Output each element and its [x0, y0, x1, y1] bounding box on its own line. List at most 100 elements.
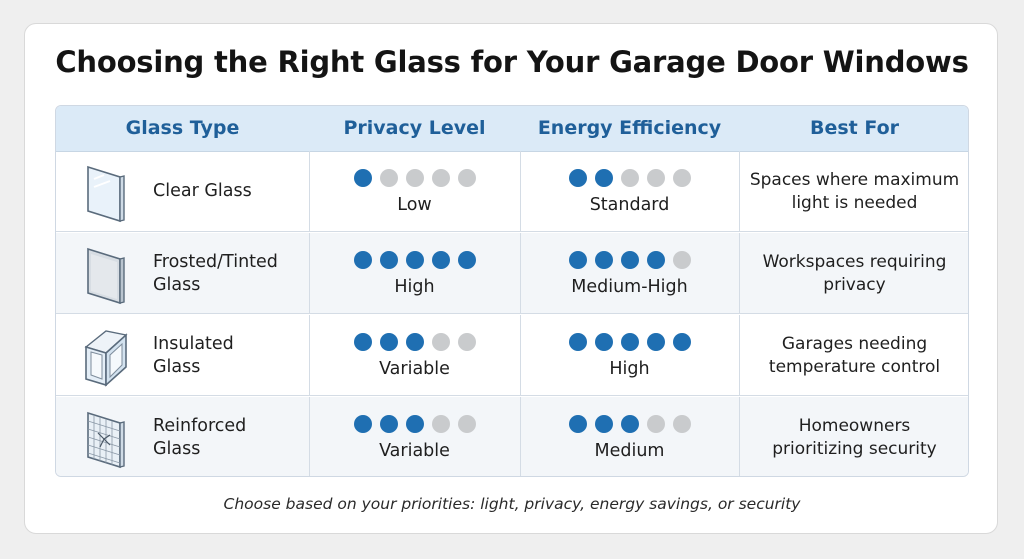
energy-label: Standard [589, 195, 670, 215]
rating-dot-empty [457, 169, 476, 187]
reinforced-glass-icon [87, 411, 125, 469]
best-for-cell: Workspaces requiring privacy [739, 233, 968, 314]
rating-dot-filled [672, 333, 691, 351]
rating-dot-empty [405, 169, 424, 187]
rating-dot-filled [646, 333, 665, 351]
rating-dot-filled [405, 251, 424, 269]
glass-type-cell: Reinforced Glass [56, 397, 309, 476]
privacy-rating-cell: Low [309, 151, 520, 232]
best-for-line: Spaces where maximum [749, 169, 960, 190]
insulated-glass-icon [84, 330, 128, 387]
rating-dot-filled [646, 251, 665, 269]
glass-type-name: Frosted/Tinted Glass [153, 251, 278, 295]
best-for-line: Garages needing [781, 333, 928, 354]
clear-glass-icon [87, 165, 125, 223]
rating-dot-filled [431, 251, 450, 269]
rating-dot-filled [353, 333, 372, 351]
rating-dot-empty [431, 333, 450, 351]
frosted-glass-icon [87, 247, 125, 305]
glass-type-name: Clear Glass [153, 181, 252, 201]
rating-dot-empty [646, 415, 665, 433]
energy-label: Medium [594, 441, 665, 461]
privacy-rating-cell: Variable [309, 315, 520, 396]
energy-label: High [609, 359, 650, 379]
header-best-for: Best For [809, 117, 899, 139]
best-for-cell: Homeowners prioritizing security [739, 397, 968, 476]
header-glass-type: Glass Type [125, 117, 240, 139]
best-for-cell: Garages needing temperature control [739, 315, 968, 396]
energy-rating-dots [520, 169, 739, 187]
energy-rating-cell: Medium [520, 397, 739, 476]
rating-dot-filled [568, 251, 587, 269]
energy-rating-cell: Medium-High [520, 233, 739, 314]
privacy-label: Low [397, 195, 432, 215]
privacy-rating-cell: Variable [309, 397, 520, 476]
rating-dot-empty [672, 169, 691, 187]
table-row: Frosted/Tinted Glass High Medium-High Wor… [56, 233, 968, 314]
privacy-rating-cell: High [309, 233, 520, 314]
glass-type-cell: Insulated Glass [56, 315, 309, 396]
rating-dot-empty [431, 415, 450, 433]
energy-rating-cell: Standard [520, 151, 739, 232]
glass-type-name: Reinforced Glass [153, 415, 247, 459]
energy-rating-dots [520, 251, 739, 269]
rating-dot-filled [594, 169, 613, 187]
energy-rating-cell: High [520, 315, 739, 396]
privacy-label: Variable [379, 441, 450, 461]
rating-dot-filled [594, 415, 613, 433]
rating-dot-filled [353, 251, 372, 269]
rating-dot-filled [620, 251, 639, 269]
rating-dot-filled [457, 251, 476, 269]
table-header: Glass Type Privacy Level Energy Efficien… [56, 106, 968, 152]
table-row: Insulated Glass Variable High Garages nee… [56, 315, 968, 396]
rating-dot-filled [353, 415, 372, 433]
rating-dot-filled [405, 333, 424, 351]
energy-label: Medium-High [571, 277, 688, 297]
rating-dot-empty [457, 333, 476, 351]
rating-dot-filled [379, 251, 398, 269]
best-for-line: Homeowners [798, 415, 911, 436]
energy-rating-dots [520, 415, 739, 433]
table-row: Reinforced Glass Variable Medium Homeowne… [56, 397, 968, 476]
rating-dot-filled [379, 415, 398, 433]
best-for-line: light is needed [791, 192, 918, 213]
rating-dot-filled [594, 251, 613, 269]
page-title: Choosing the Right Glass for Your Garage… [55, 45, 969, 79]
privacy-rating-dots [309, 169, 520, 187]
header-privacy-level: Privacy Level [343, 117, 486, 139]
best-for-line: privacy [823, 274, 886, 295]
rating-dot-empty [431, 169, 450, 187]
glass-type-cell: Clear Glass [56, 151, 309, 232]
rating-dot-filled [568, 169, 587, 187]
privacy-label: Variable [379, 359, 450, 379]
best-for-line: temperature control [768, 356, 941, 377]
header-energy-efficiency: Energy Efficiency [537, 117, 722, 139]
rating-dot-empty [672, 415, 691, 433]
best-for-cell: Spaces where maximum light is needed [739, 151, 968, 232]
footer-note: Choose based on your priorities: light, … [223, 495, 801, 513]
comparison-table: Glass Type Privacy Level Energy Efficien… [55, 105, 969, 477]
best-for-line: prioritizing security [772, 438, 937, 459]
rating-dot-empty [457, 415, 476, 433]
rating-dot-empty [379, 169, 398, 187]
rating-dot-filled [568, 415, 587, 433]
privacy-rating-dots [309, 333, 520, 351]
rating-dot-empty [620, 169, 639, 187]
rating-dot-filled [568, 333, 587, 351]
rating-dot-filled [594, 333, 613, 351]
rating-dot-filled [620, 333, 639, 351]
best-for-line: Workspaces requiring [762, 251, 947, 272]
privacy-rating-dots [309, 251, 520, 269]
energy-rating-dots [520, 333, 739, 351]
rating-dot-filled [405, 415, 424, 433]
rating-dot-empty [646, 169, 665, 187]
rating-dot-filled [353, 169, 372, 187]
glass-type-name: Insulated Glass [153, 333, 234, 377]
glass-type-cell: Frosted/Tinted Glass [56, 233, 309, 314]
rating-dot-filled [379, 333, 398, 351]
rating-dot-filled [620, 415, 639, 433]
rating-dot-empty [672, 251, 691, 269]
privacy-rating-dots [309, 415, 520, 433]
privacy-label: High [394, 277, 435, 297]
table-row: Clear Glass Low Standard Spaces where ma… [56, 151, 968, 232]
